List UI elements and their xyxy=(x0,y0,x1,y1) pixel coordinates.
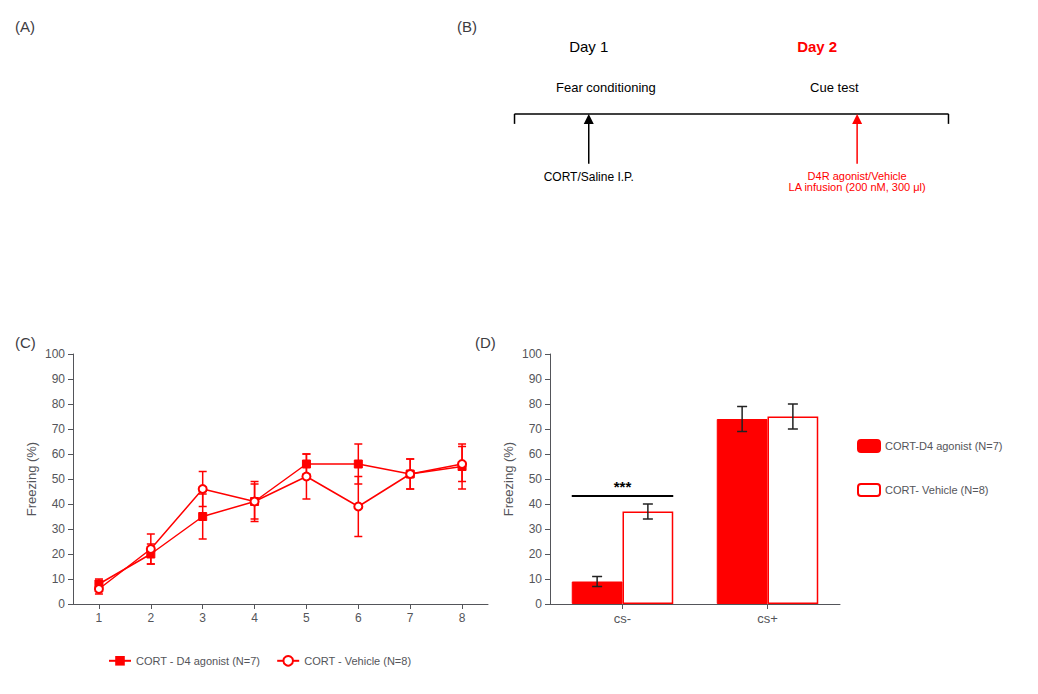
svg-text:1: 1 xyxy=(96,611,103,625)
svg-text:70: 70 xyxy=(529,422,543,436)
svg-text:(A): (A) xyxy=(15,18,35,35)
svg-text:60: 60 xyxy=(52,447,66,461)
svg-text:(D): (D) xyxy=(475,334,496,351)
svg-text:7: 7 xyxy=(407,611,414,625)
svg-text:D4R agonist/Vehicle: D4R agonist/Vehicle xyxy=(807,170,907,182)
svg-text:2: 2 xyxy=(147,611,154,625)
svg-text:Day 1: Day 1 xyxy=(569,38,608,55)
svg-text:60: 60 xyxy=(529,447,543,461)
svg-text:90: 90 xyxy=(529,372,543,386)
svg-text:3: 3 xyxy=(199,611,206,625)
svg-text:4: 4 xyxy=(251,611,258,625)
svg-text:80: 80 xyxy=(52,397,66,411)
svg-text:30: 30 xyxy=(52,522,66,536)
svg-text:Cue test: Cue test xyxy=(810,80,859,95)
svg-text:5: 5 xyxy=(303,611,310,625)
svg-text:50: 50 xyxy=(52,472,66,486)
svg-text:100: 100 xyxy=(45,347,65,361)
svg-text:LA infusion (200 nM, 300 μl): LA infusion (200 nM, 300 μl) xyxy=(789,181,926,193)
svg-text:10: 10 xyxy=(52,572,66,586)
svg-text:20: 20 xyxy=(52,547,66,561)
svg-text:(B): (B) xyxy=(457,18,477,35)
svg-text:50: 50 xyxy=(529,472,543,486)
svg-text:(C): (C) xyxy=(15,334,36,351)
svg-text:8: 8 xyxy=(459,611,466,625)
svg-text:Freezing (%): Freezing (%) xyxy=(24,442,39,516)
svg-text:cs+: cs+ xyxy=(757,611,778,626)
svg-text:40: 40 xyxy=(529,497,543,511)
svg-text:***: *** xyxy=(614,478,632,495)
svg-text:CORT - D4 agonist (N=7): CORT - D4 agonist (N=7) xyxy=(136,655,260,667)
svg-text:CORT - Vehicle (N=8): CORT - Vehicle (N=8) xyxy=(304,655,411,667)
svg-text:30: 30 xyxy=(529,522,543,536)
svg-text:90: 90 xyxy=(52,372,66,386)
svg-text:100: 100 xyxy=(522,347,542,361)
svg-text:Fear conditioning: Fear conditioning xyxy=(556,80,656,95)
svg-text:CORT/Saline I.P.: CORT/Saline I.P. xyxy=(544,170,634,184)
svg-text:10: 10 xyxy=(529,572,543,586)
svg-text:6: 6 xyxy=(355,611,362,625)
svg-text:20: 20 xyxy=(529,547,543,561)
svg-text:Freezing (%): Freezing (%) xyxy=(501,442,516,516)
svg-text:Day 2: Day 2 xyxy=(797,38,837,55)
svg-text:40: 40 xyxy=(52,497,66,511)
svg-text:80: 80 xyxy=(529,397,543,411)
svg-text:CORT-D4 agonist (N=7): CORT-D4 agonist (N=7) xyxy=(885,440,1002,452)
svg-text:70: 70 xyxy=(52,422,66,436)
svg-text:0: 0 xyxy=(535,597,542,611)
svg-text:cs-: cs- xyxy=(614,611,631,626)
svg-text:CORT- Vehicle (N=8): CORT- Vehicle (N=8) xyxy=(885,484,988,496)
svg-text:0: 0 xyxy=(58,597,65,611)
